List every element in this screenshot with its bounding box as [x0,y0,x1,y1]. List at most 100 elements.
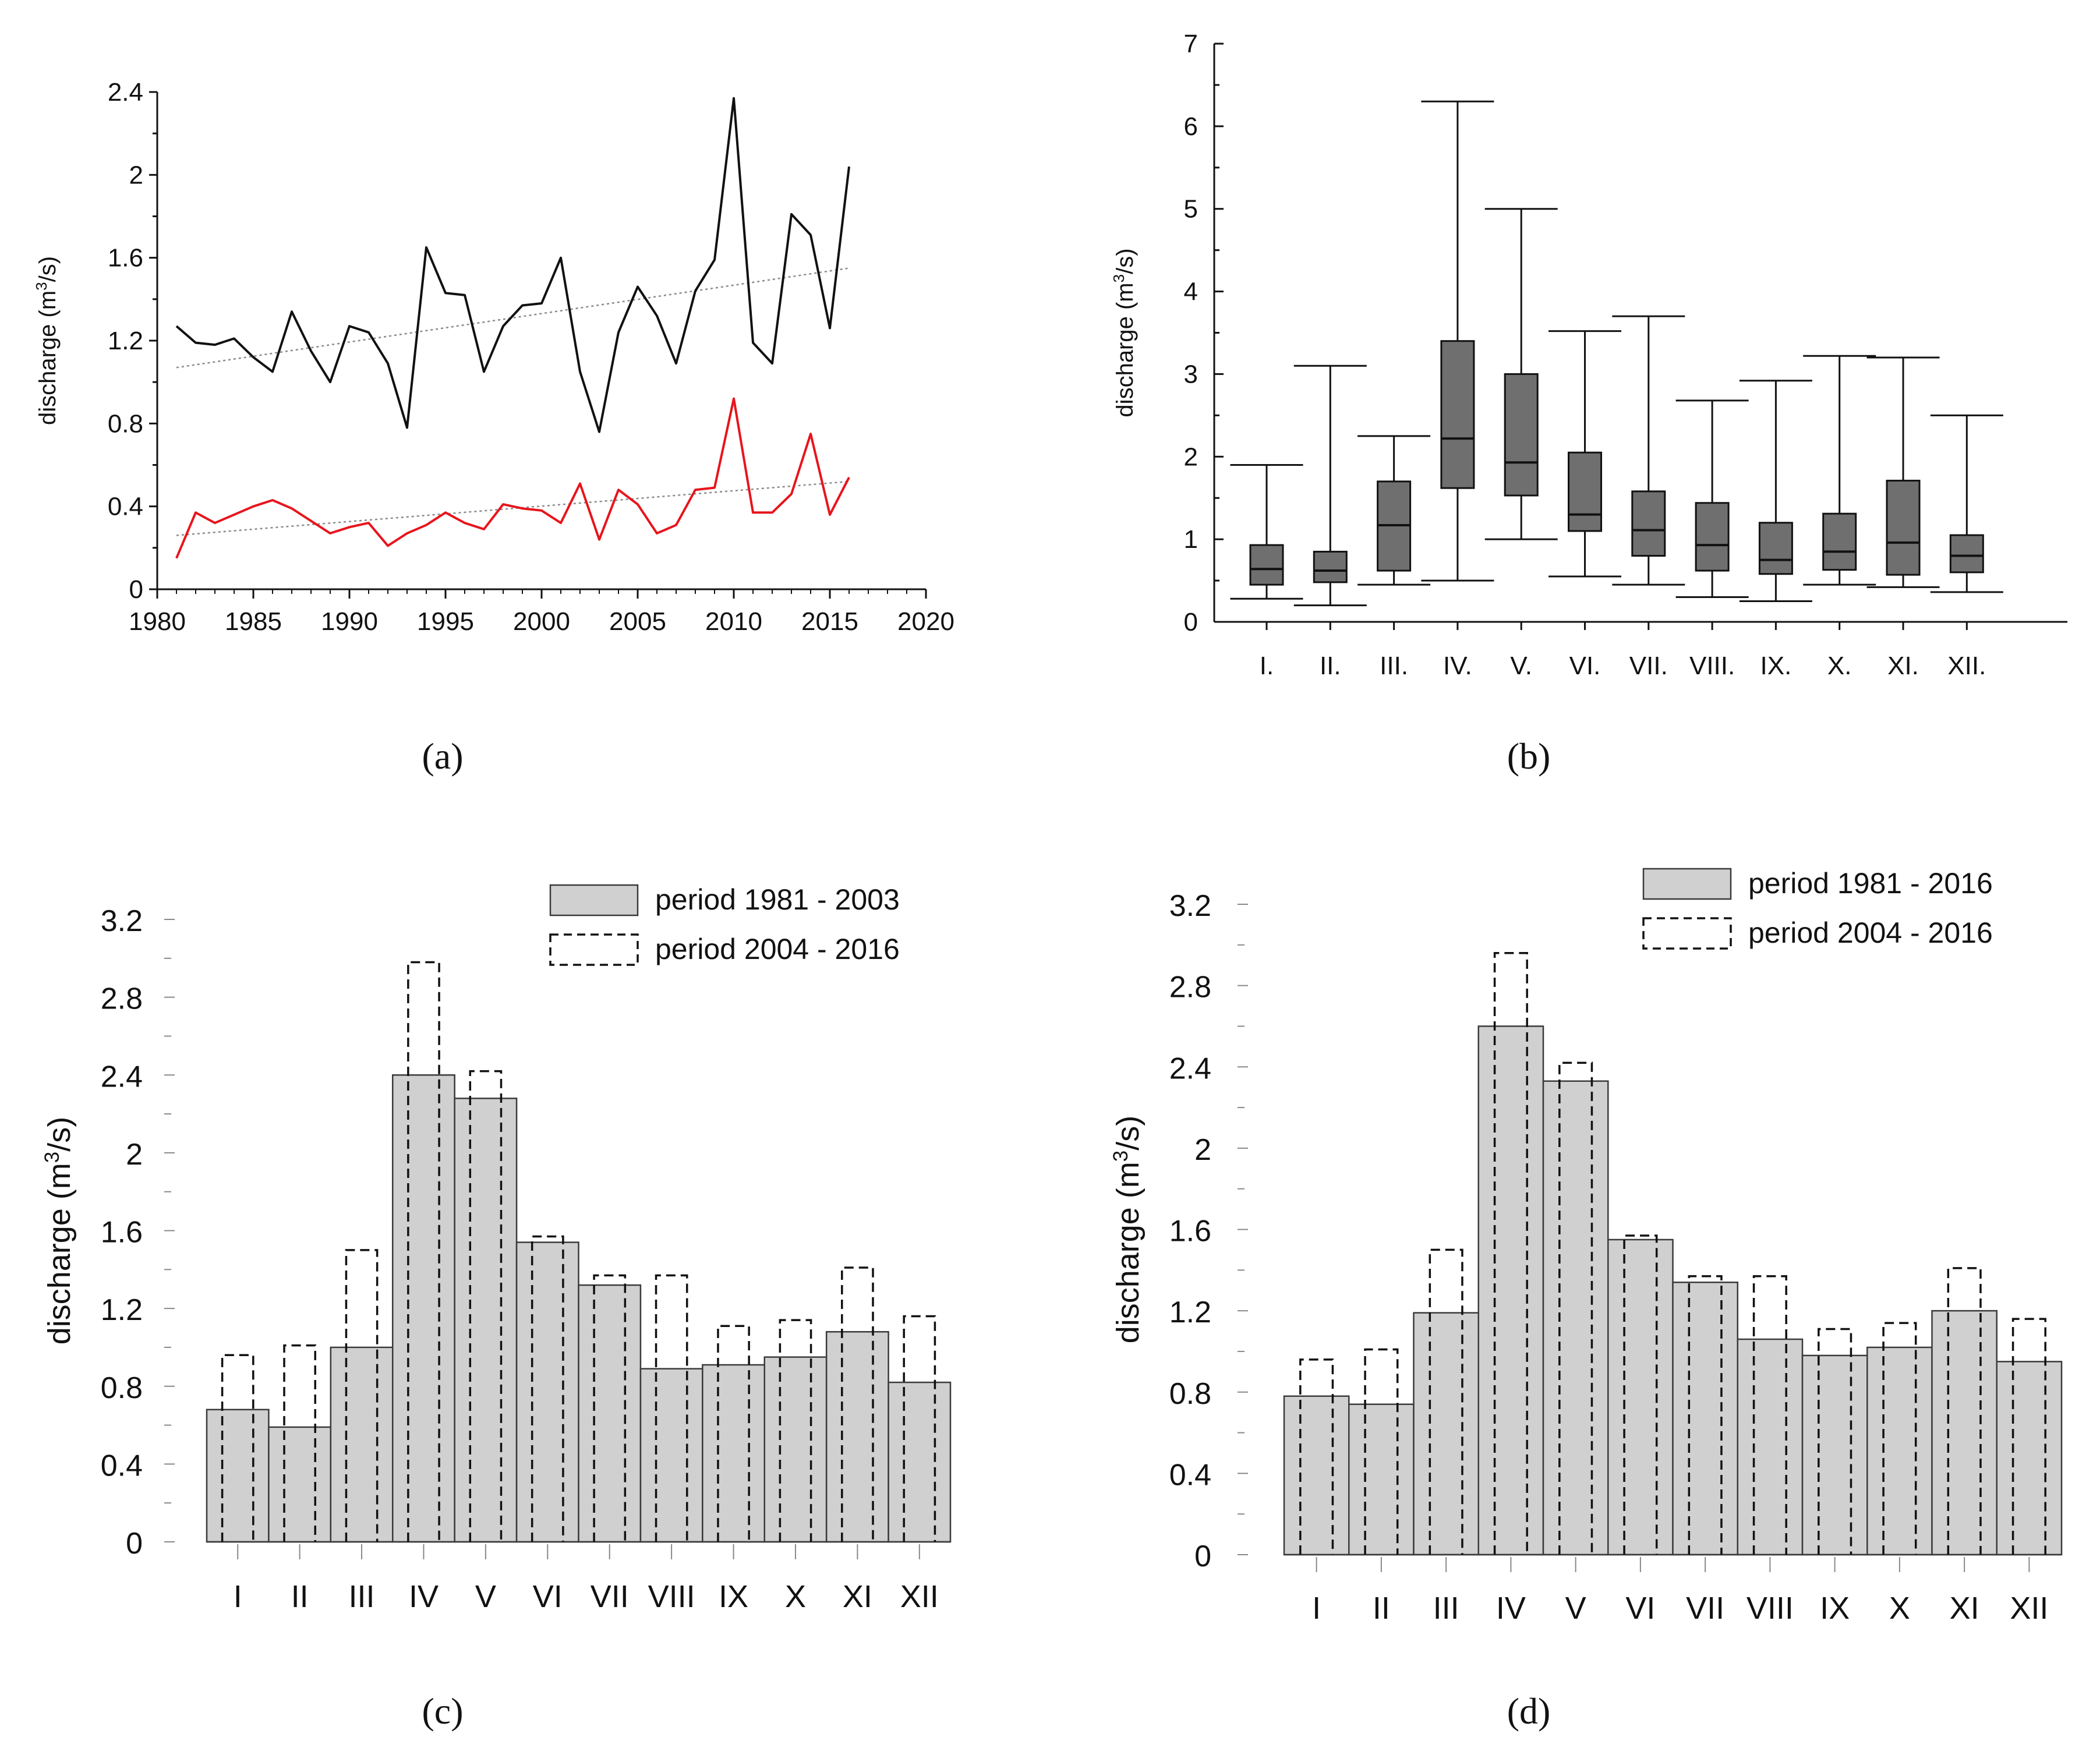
bar-dashed [717,1325,750,1542]
bar-filled [330,1346,394,1543]
y-tick-label: 0.8 [108,409,143,438]
legend-swatch-filled [1642,868,1732,900]
x-tick-label: XII [2010,1591,2048,1626]
bar-dashed [1688,1275,1723,1555]
bar-dashed [655,1274,688,1542]
series-line-black [175,97,850,433]
y-tick-label: 3.2 [1169,889,1211,923]
x-tick-label: II [1373,1591,1390,1626]
x-tick-label: I [1312,1591,1321,1626]
box [1758,522,1793,575]
bar-filled [1477,1025,1544,1556]
x-tick-label: XII [900,1579,939,1614]
y-tick-label: 6 [1184,112,1198,141]
y-tick-label: 2.4 [1169,1052,1211,1085]
chart-d-bars: 00.40.81.21.622.42.83.2I II III IV V VI VII VII… [1109,867,2063,1626]
x-tick-label: III [349,1579,375,1614]
y-tick-label: 0.8 [1169,1377,1211,1411]
bar-filled [888,1381,952,1543]
x-tick-label: V [475,1579,496,1614]
bar-dashed [469,1070,503,1542]
chart-a-line: 0 0.4 0.8 1.2 1.6 2 2.4 1980 1985 1990 1995 2000 200… [33,78,954,636]
bar-dashed [1299,1358,1334,1555]
x-tick-label: II [291,1579,309,1614]
y-tick-label: 1.2 [1169,1296,1211,1329]
x-tick-label: X. [1827,652,1852,680]
y-tick-label: 4 [1184,278,1198,306]
bar-dashed [593,1274,627,1542]
y-axis-label: discharge (m3/s) [41,1117,77,1345]
y-tick-label: 0 [1194,1540,1211,1573]
x-tick-label: VI [1625,1591,1655,1626]
y-tick-label: 5 [1184,195,1198,224]
legend-label-dashed: period 2004 - 2016 [655,933,900,965]
y-tick-label: 2.4 [108,78,143,107]
x-tick-label: VIII [1747,1591,1794,1626]
bar-filled [1801,1354,1868,1556]
bar-filled [1931,1310,1998,1556]
x-tick-label: 2020 [897,607,954,636]
y-tick-label: 2.8 [1169,971,1211,1004]
box [1313,550,1348,583]
x-tick-label: 2015 [801,607,858,636]
x-tick-label: III. [1380,652,1408,680]
bar-filled [1607,1238,1674,1556]
y-tick-label: 7 [1184,30,1198,58]
trend-line [176,480,850,536]
bar-filled [1283,1395,1350,1556]
panel-label-b: (b) [1507,735,1551,777]
x-tick-label: VII [1686,1591,1724,1626]
x-tick-label: VII [591,1579,629,1614]
x-tick-label: VIII [648,1579,695,1614]
x-tick-label: I [234,1579,242,1614]
x-tick-label: V [1565,1591,1586,1626]
legend-label-filled: period 1981 - 2003 [655,883,900,916]
bar-dashed [345,1249,379,1542]
panel-label-c: (c) [422,1690,463,1732]
bar-filled [763,1356,828,1543]
box [1440,340,1475,489]
bar-filled [454,1098,518,1543]
legend-swatch-dashed [549,933,639,966]
y-tick-label: 1.6 [101,1216,143,1250]
trend-line [176,267,850,369]
box [1822,512,1857,571]
y-tick-label: 0.4 [1169,1458,1211,1492]
box [1695,502,1730,572]
x-tick-label: V. [1510,652,1532,680]
bar-dashed [903,1315,936,1542]
x-tick-label: VII. [1629,652,1668,680]
y-tick-label: 2 [126,1138,143,1172]
y-tick-label: 0.8 [101,1371,143,1405]
box [1886,479,1921,576]
bar-filled [1413,1312,1479,1556]
bar-dashed [221,1354,254,1542]
y-tick-label: 2 [129,161,143,189]
x-tick-label: XI [1950,1591,1979,1626]
y-tick-label: 0 [126,1527,143,1560]
y-tick-label: 1 [1184,525,1198,554]
x-tick-label: VI. [1569,652,1601,680]
y-tick-label: 0 [1184,608,1198,636]
bar-dashed [1882,1322,1917,1555]
x-tick-label: XI [843,1579,872,1614]
legend-swatch-filled [549,884,639,916]
x-tick-label: III [1433,1591,1459,1626]
x-tick-label: IX [719,1579,748,1614]
x-tick-label: X [1889,1591,1910,1626]
bar-dashed [1493,952,1528,1555]
x-tick-label: XI. [1887,652,1919,680]
y-axis-label: discharge (m3/s) [1109,1116,1146,1344]
x-tick-label: 2000 [513,607,570,636]
chart-c-bars: 00.40.81.21.622.42.83.2I II III IV V VI VII VII… [41,883,952,1614]
y-tick-label: 1.2 [101,1293,143,1327]
y-tick-label: 1.2 [108,327,143,355]
bar-filled [1348,1403,1415,1556]
legend-swatch-dashed [1642,917,1732,950]
bar-dashed [779,1319,812,1542]
y-tick-label: 3.2 [101,904,143,938]
x-tick-label: VI [533,1579,563,1614]
x-tick-label: 1990 [321,607,378,636]
bar-filled [392,1074,455,1543]
